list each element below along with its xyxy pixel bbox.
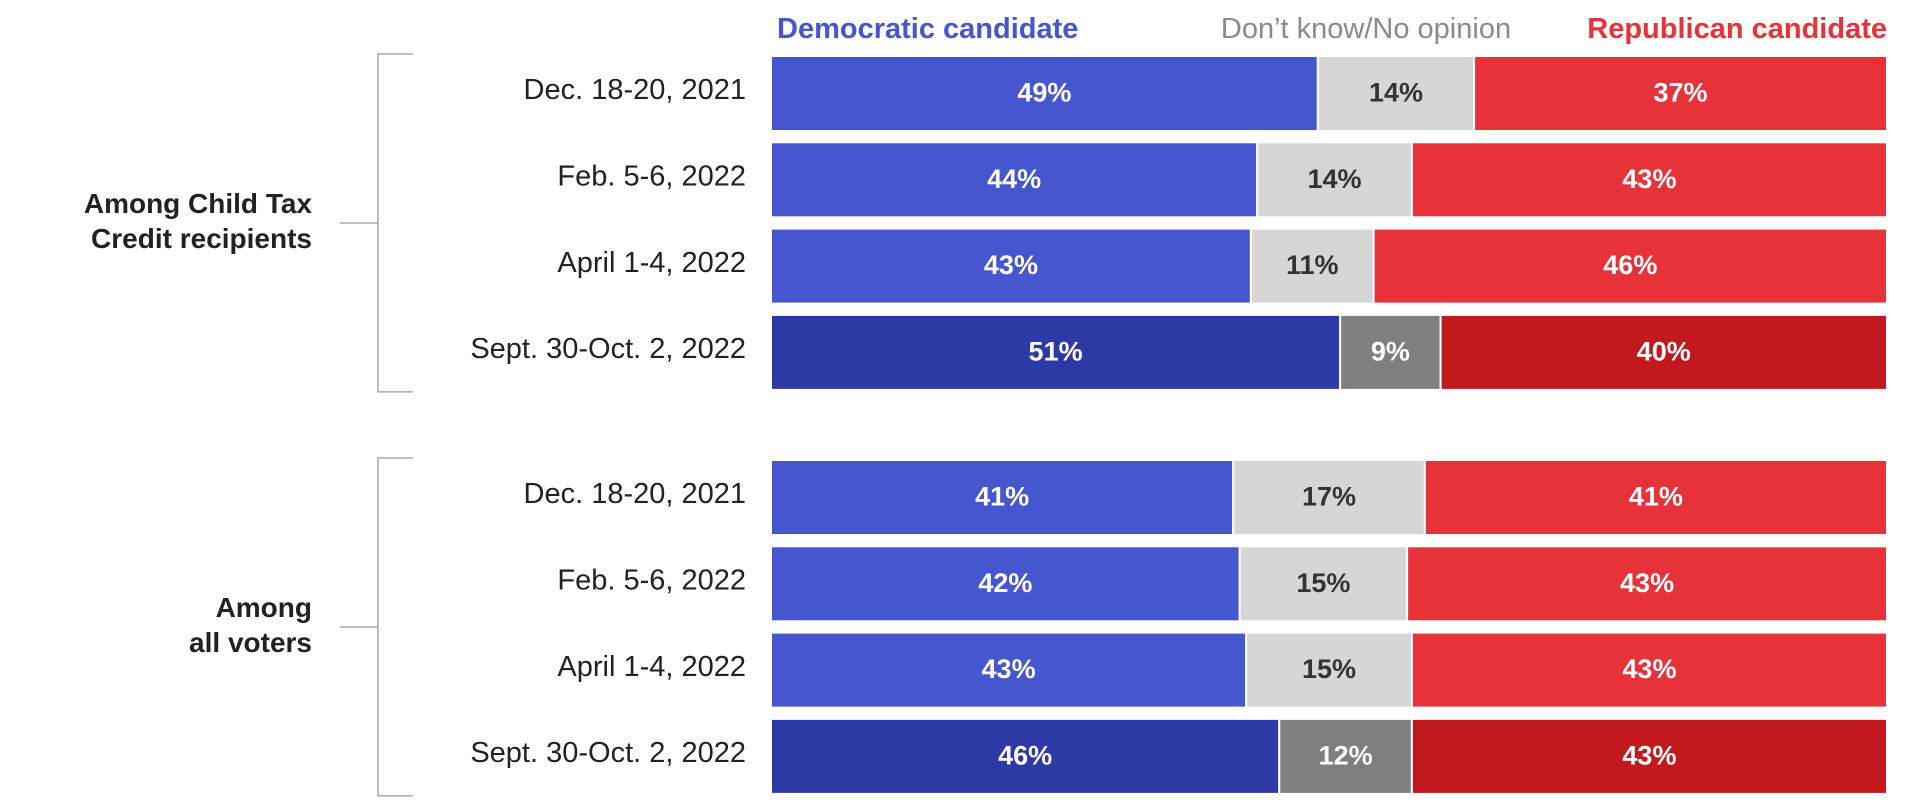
group-label-line: Credit recipients xyxy=(91,223,312,254)
bar-segment-rep xyxy=(1372,227,1888,305)
legend-item-rep: Republican candidate xyxy=(1587,13,1887,45)
value-label-dem: 43% xyxy=(982,654,1036,684)
bar-segment-rep xyxy=(1473,55,1888,132)
row-date-label: Feb. 5-6, 2022 xyxy=(557,564,746,596)
bar-row: April 1-4, 2022 43% 15% 43% xyxy=(557,631,1889,709)
bar-segment-dk xyxy=(1256,141,1413,219)
bar-segment-rep xyxy=(1410,717,1889,795)
value-label-dem: 51% xyxy=(1029,337,1083,367)
value-label-dem: 49% xyxy=(1017,78,1071,108)
row-date-label: Feb. 5-6, 2022 xyxy=(557,160,746,192)
value-label-rep: 43% xyxy=(1622,654,1676,684)
group-bracket xyxy=(340,53,413,393)
bar-row: Dec. 18-20, 2021 41% 17% 41% xyxy=(524,459,1889,536)
bar-row: Feb. 5-6, 2022 42% 15% 43% xyxy=(557,545,1888,623)
value-label-dem: 43% xyxy=(984,250,1038,280)
bar-row: Sept. 30-Oct. 2, 2022 51% 9% 40% xyxy=(470,313,1888,391)
bar-row: Sept. 30-Oct. 2, 2022 46% 12% 43% xyxy=(470,717,1889,795)
row-date-label: April 1-4, 2022 xyxy=(557,247,746,279)
value-label-dk: 14% xyxy=(1308,164,1362,194)
bar-segment-dem xyxy=(770,227,1252,305)
chart-groups: Dec. 18-20, 2021 49% 14% 37% Feb. 5-6, 2022 4… xyxy=(84,53,1889,797)
value-label-dem: 41% xyxy=(975,482,1029,512)
group-label-line: all voters xyxy=(189,627,312,658)
bar-segment-dem xyxy=(770,55,1319,132)
value-label-rep: 43% xyxy=(1622,741,1676,771)
bar-segment-rep xyxy=(1410,141,1889,219)
bar-segment-dem xyxy=(770,631,1248,709)
value-label-dem: 46% xyxy=(998,741,1052,771)
value-label-rep: 41% xyxy=(1629,482,1683,512)
bar-segment-rep xyxy=(1410,631,1889,709)
value-label-dk: 15% xyxy=(1302,654,1356,684)
bar-segment-dk xyxy=(1232,459,1426,536)
value-label-rep: 37% xyxy=(1654,78,1708,108)
row-date-label: April 1-4, 2022 xyxy=(557,651,746,683)
row-date-label: Sept. 30-Oct. 2, 2022 xyxy=(470,333,746,365)
bar-segment-dem xyxy=(770,545,1241,623)
row-date-label: Dec. 18-20, 2021 xyxy=(524,74,746,106)
value-label-rep: 40% xyxy=(1637,337,1691,367)
bar-segment-dk xyxy=(1245,631,1413,709)
row-date-label: Sept. 30-Oct. 2, 2022 xyxy=(470,737,746,769)
bar-row: Feb. 5-6, 2022 44% 14% 43% xyxy=(557,141,1889,219)
value-label-rep: 43% xyxy=(1620,568,1674,598)
bar-segment-dk xyxy=(1249,227,1375,305)
group-label-line: Among xyxy=(216,592,312,623)
bar-row: April 1-4, 2022 43% 11% 46% xyxy=(557,227,1888,305)
value-label-dk: 9% xyxy=(1371,337,1410,367)
legend-item-dem: Democratic candidate xyxy=(777,13,1078,45)
value-label-rep: 43% xyxy=(1622,164,1676,194)
value-label-dk: 14% xyxy=(1369,78,1423,108)
value-label-dk: 15% xyxy=(1296,568,1350,598)
bar-segment-dem xyxy=(770,459,1235,536)
value-label-dk: 17% xyxy=(1302,482,1356,512)
legend-item-dk: Don’t know/No opinion xyxy=(1221,13,1511,45)
bar-segment-rep xyxy=(1406,545,1888,623)
group-label-line: Among Child Tax xyxy=(84,188,313,219)
value-label-dem: 44% xyxy=(987,164,1041,194)
value-label-dk: 11% xyxy=(1286,250,1339,280)
legend: Democratic candidate Don’t know/No opinio… xyxy=(777,13,1887,45)
bar-segment-dem xyxy=(770,313,1342,391)
value-label-dk: 12% xyxy=(1319,741,1373,771)
group-0: Dec. 18-20, 2021 49% 14% 37% Feb. 5-6, 2022 4… xyxy=(84,53,1889,393)
value-label-dem: 42% xyxy=(978,568,1032,598)
bar-row: Dec. 18-20, 2021 49% 14% 37% xyxy=(524,55,1888,132)
bar-segment-dem xyxy=(770,141,1259,219)
bar-segment-rep xyxy=(1439,313,1888,391)
bar-segment-dk xyxy=(1238,545,1409,623)
group-1: Dec. 18-20, 2021 41% 17% 41% Feb. 5-6, 2022 4… xyxy=(189,457,1889,797)
row-date-label: Dec. 18-20, 2021 xyxy=(524,478,746,510)
bar-segment-dk xyxy=(1278,717,1413,795)
bar-segment-rep xyxy=(1423,459,1889,536)
bar-segment-dk xyxy=(1316,55,1476,132)
group-bracket xyxy=(340,457,413,797)
bar-segment-dem xyxy=(770,717,1281,795)
value-label-rep: 46% xyxy=(1603,250,1657,280)
